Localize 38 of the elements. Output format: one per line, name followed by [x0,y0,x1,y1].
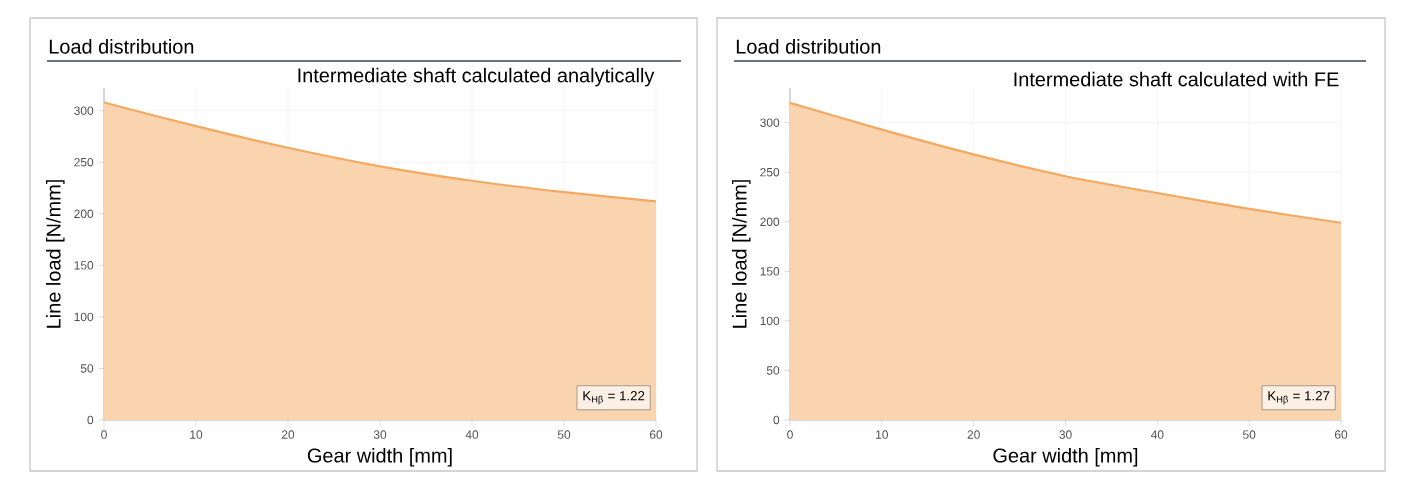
chart-title: Load distribution [49,39,194,54]
y-tick-label: 300 [74,106,94,115]
x-tick-label: 0 [101,430,107,439]
y-tick-label: 250 [74,158,94,167]
y-tick-label: 200 [760,217,780,227]
chart-subtitle: Intermediate shaft calculated analytically [298,67,655,87]
x-tick-label: 20 [281,430,295,439]
y-tick-label: 0 [773,415,780,425]
annotation: K$_{Hβ}$ = 1.22 [583,391,645,405]
x-tick-label: 10 [190,430,203,439]
x-axis-title: Gear width [mm] [993,447,1138,467]
x-tick-label: 50 [1243,430,1256,439]
y-tick-label: 300 [760,118,780,127]
annotation: K$_{Hβ}$ = 1.27 [1268,391,1330,405]
y-tick-label: 150 [74,261,94,270]
x-tick-label: 50 [557,430,571,439]
y-tick-label: 50 [766,366,780,375]
y-tick-label: 150 [760,267,780,276]
x-tick-label: 60 [1334,430,1348,439]
y-tick-label: 0 [87,415,94,425]
chart-title: Load distribution [736,39,881,54]
x-tick-label: 30 [1059,430,1072,439]
x-tick-label: 40 [1150,430,1164,439]
x-tick-label: 20 [967,430,980,439]
y-tick-label: 100 [74,312,94,322]
chart-subtitle: Intermediate shaft calculated with FE [1014,71,1339,87]
y-tick-label: 100 [760,316,780,326]
x-axis-title: Gear width [mm] [307,447,452,467]
x-tick-label: 10 [876,430,889,439]
y-axis-title: Line load [N/mm] [732,180,751,328]
x-tick-label: 30 [373,430,387,439]
x-tick-label: 60 [649,430,663,439]
y-tick-label: 250 [760,168,780,177]
y-tick-label: 50 [80,364,94,373]
y-axis-title: Line load [N/mm] [46,180,65,328]
x-tick-label: 0 [787,430,793,439]
y-tick-label: 200 [74,209,94,219]
x-tick-label: 40 [465,430,479,439]
